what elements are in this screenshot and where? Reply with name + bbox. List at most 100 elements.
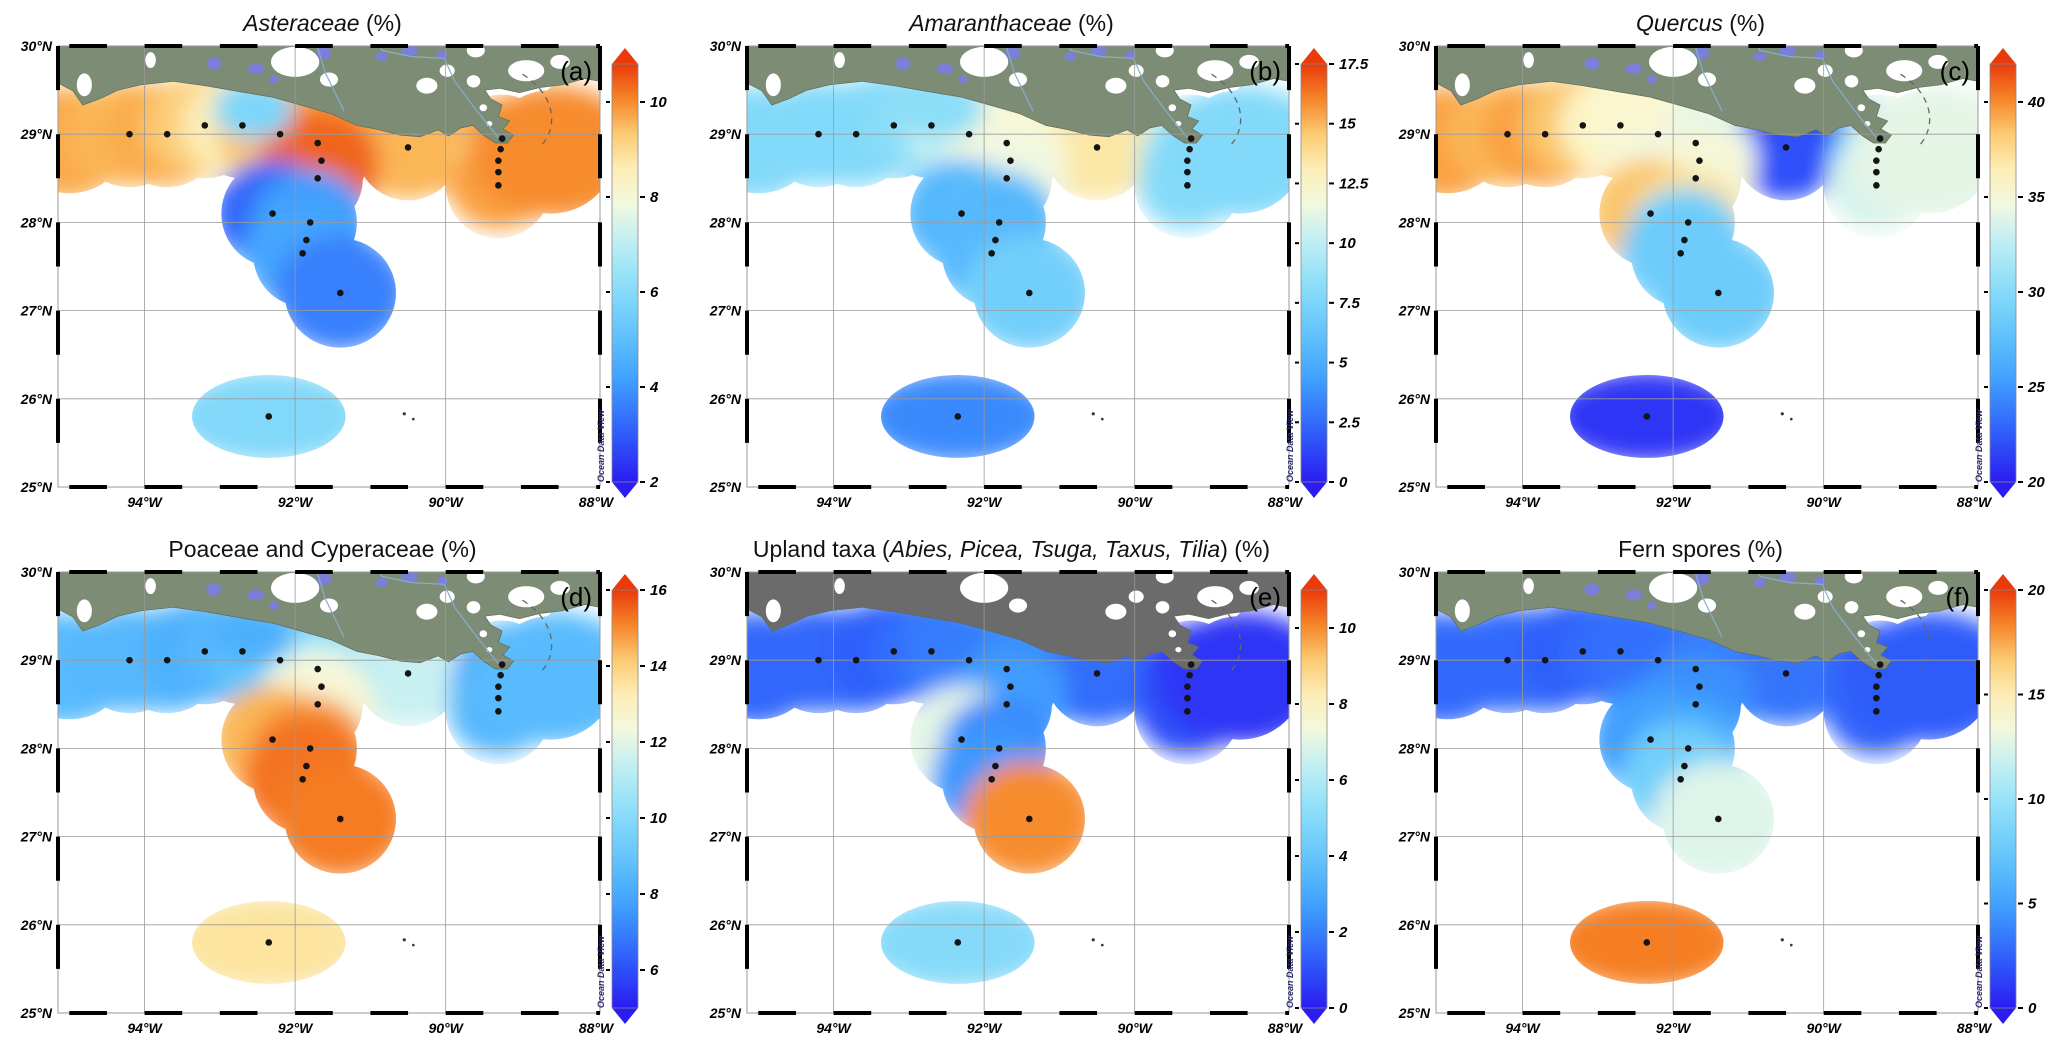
colorbar-arrow-down — [612, 1008, 638, 1024]
river-line — [1694, 46, 1723, 112]
station-dot — [1782, 144, 1790, 151]
station-dots — [815, 122, 1195, 420]
islet-mark — [1790, 943, 1793, 947]
lon-label: 92°W — [278, 1020, 314, 1036]
river-line — [1757, 46, 1877, 139]
station-dot — [1681, 236, 1688, 244]
colorbar-tick-label: 20 — [2027, 474, 2045, 491]
lake-shape — [1647, 75, 1657, 84]
station-dot — [1579, 122, 1587, 129]
colorbar-tick-label: 14 — [650, 658, 667, 675]
panel-letter: (b) — [1249, 56, 1281, 86]
island-arc — [522, 73, 553, 146]
lake-shape — [1625, 63, 1643, 75]
bay-water — [1857, 630, 1866, 638]
panel-title: Fern spores (%) — [1356, 534, 2045, 564]
river-line — [379, 46, 499, 139]
map-svg: 30°N 29°N 28°N 27°N 26°N 25°N 94°W 92°W 90°W 88°W… — [709, 564, 1357, 1036]
station-dot — [336, 289, 344, 297]
panel-title: Asteraceae (%) — [0, 8, 667, 38]
map-frame — [1434, 44, 1980, 489]
lon-label: 94°W — [816, 1020, 852, 1036]
lat-label: 25°N — [1398, 479, 1431, 495]
colorbar-tick-label: 6 — [650, 284, 659, 301]
colorbar-arrow-up — [1301, 574, 1327, 590]
station-dot — [314, 665, 322, 673]
station-dot — [992, 762, 999, 770]
station-dot — [299, 249, 306, 257]
station-dot — [890, 648, 898, 655]
colorbar-tick-label: 6 — [1339, 772, 1348, 789]
colorbar-arrow-down — [1990, 1008, 2016, 1024]
colorbar-tick-label: 10 — [650, 94, 667, 111]
colorbar-tick-label: 5 — [1339, 355, 1348, 372]
colorbar-tick-label: 17.5 — [1339, 56, 1369, 73]
station-dot — [1187, 135, 1195, 142]
islet-mark — [1101, 417, 1104, 421]
panel-title: Quercus (%) — [1356, 8, 2045, 38]
station-dot — [1873, 157, 1880, 164]
lon-label: 94°W — [1505, 494, 1541, 510]
map-frame — [56, 44, 602, 489]
station-dot — [958, 210, 965, 217]
odv-watermark: Ocean Data View — [596, 409, 606, 482]
lat-label: 25°N — [709, 479, 742, 495]
station-dot — [126, 656, 133, 664]
station-dot — [318, 157, 325, 164]
station-dot — [954, 939, 962, 946]
station-dot — [1873, 708, 1880, 715]
map-svg: 30°N 29°N 28°N 27°N 26°N 25°N 94°W 92°W 90°W 88°W… — [20, 564, 668, 1036]
colorbar-tick-label: 10 — [650, 810, 667, 827]
colorbar-tick-label: 2 — [649, 474, 659, 491]
islet-mark — [1780, 412, 1784, 416]
lon-label: 94°W — [127, 494, 163, 510]
bay-water — [1105, 77, 1127, 94]
lat-label: 29°N — [709, 652, 742, 668]
bay-water — [550, 54, 570, 69]
bay-water — [1886, 60, 1923, 82]
lake-shape — [401, 46, 418, 56]
lat-label: 27°N — [20, 303, 53, 319]
station-dot — [404, 670, 412, 677]
station-dot — [265, 413, 273, 420]
map-frame — [745, 44, 1291, 489]
colorbar-arrow-down — [612, 482, 638, 498]
bay-water — [1105, 603, 1127, 620]
station-dot — [163, 656, 171, 664]
lat-label: 30°N — [21, 564, 53, 580]
bay-water — [1844, 601, 1859, 614]
bay-water — [1008, 598, 1028, 613]
colorbar-tick-label: 12.5 — [1339, 175, 1369, 192]
colorbar: 2 4 6 8 10 — [606, 48, 667, 498]
colorbar-arrow-up — [1301, 48, 1327, 64]
island-arc — [1211, 599, 1242, 672]
lake-shape — [269, 601, 279, 610]
lat-label: 26°N — [20, 917, 53, 933]
bay-water — [1454, 73, 1470, 97]
islet-mark — [402, 938, 406, 942]
bay-water — [834, 578, 845, 595]
islet-mark — [1790, 417, 1793, 421]
station-dot — [497, 145, 504, 153]
grid-lines — [747, 46, 1289, 487]
island-arc — [1900, 599, 1931, 672]
lake-shape — [958, 75, 968, 84]
colorbar: 0 2.5 5 7.5 10 12.5 15 17.5 — [1295, 48, 1369, 498]
lat-label: 25°N — [1398, 1005, 1431, 1021]
bay-water — [1523, 578, 1534, 595]
station-dot — [1003, 701, 1011, 708]
station-dot — [1647, 210, 1654, 217]
lake-shape — [1625, 589, 1643, 601]
land-shape — [1436, 46, 1978, 144]
station-dot — [1186, 145, 1193, 153]
lon-label: 90°W — [1117, 1020, 1153, 1036]
bay-water — [1886, 586, 1923, 608]
bay-water — [1155, 601, 1170, 614]
station-dot — [303, 762, 310, 770]
map-svg: 30°N 29°N 28°N 27°N 26°N 25°N 94°W 92°W 90°W 88°W… — [1398, 564, 2046, 1036]
station-dot — [201, 122, 209, 129]
bay-water — [1197, 586, 1234, 608]
station-dots — [126, 122, 506, 420]
station-dot — [1876, 661, 1884, 668]
colorbar: 0 2 4 6 8 10 — [1295, 574, 1356, 1024]
